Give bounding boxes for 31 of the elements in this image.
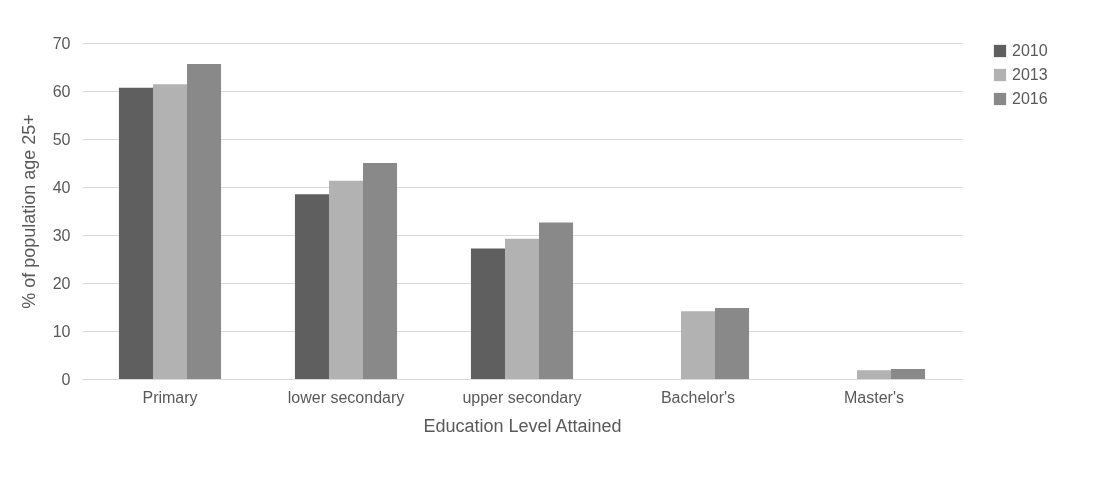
y-axis-title: % of population age 25+ <box>18 114 39 309</box>
y-tick-label: 70 <box>52 34 71 52</box>
y-tick-label: 40 <box>52 178 71 196</box>
y-tick-label: 50 <box>52 130 71 148</box>
y-tick-label: 0 <box>61 370 71 388</box>
x-tick-label: Master's <box>844 388 904 406</box>
legend-label: 2010 <box>1012 42 1048 59</box>
y-tick-label: 30 <box>52 226 71 244</box>
y-tick-label: 20 <box>52 274 71 292</box>
bar <box>470 248 505 379</box>
y-tick-label: 60 <box>52 82 71 100</box>
bar <box>363 163 398 379</box>
bar <box>187 64 222 379</box>
bar <box>539 222 574 379</box>
x-tick-label: lower secondary <box>287 388 405 406</box>
legend-label: 2016 <box>1012 90 1048 107</box>
bar <box>856 370 892 379</box>
bar <box>328 180 364 379</box>
bar <box>680 311 716 379</box>
x-tick-label: Primary <box>142 388 198 406</box>
x-tick-label: Bachelor's <box>660 388 736 406</box>
bar <box>152 84 188 379</box>
bar <box>891 368 926 379</box>
bar <box>118 87 153 379</box>
bar <box>294 194 329 379</box>
legend-label: 2013 <box>1012 66 1048 83</box>
x-tick-label: upper secondary <box>462 388 582 406</box>
bar <box>715 307 750 379</box>
y-tick-label: 10 <box>52 322 71 340</box>
x-axis-title: Education Level Attained <box>423 415 622 436</box>
bar <box>504 238 540 379</box>
